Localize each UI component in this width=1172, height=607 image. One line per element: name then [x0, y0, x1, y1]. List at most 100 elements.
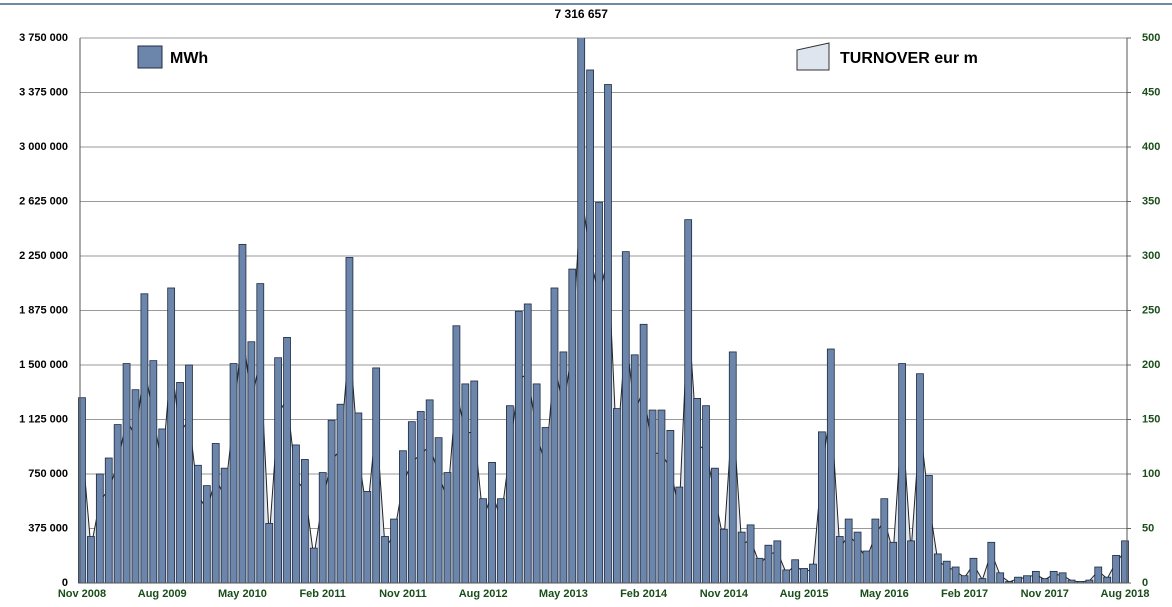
legend-label: TURNOVER eur m	[840, 50, 978, 67]
bar	[309, 547, 318, 584]
bar	[318, 472, 327, 584]
bar	[862, 550, 871, 584]
bar	[960, 575, 969, 584]
bar	[809, 563, 817, 584]
bar	[764, 544, 773, 584]
bar	[300, 459, 309, 584]
y-tick-label: 375 000	[28, 522, 68, 534]
bar	[1103, 576, 1112, 584]
bar	[996, 572, 1005, 584]
bar	[675, 486, 684, 584]
bar	[104, 457, 113, 584]
bar	[844, 518, 853, 584]
bar	[1040, 578, 1049, 584]
bar	[773, 540, 782, 584]
bar	[719, 528, 728, 584]
y2-tick-label: 300	[1142, 250, 1160, 262]
x-tick-label: Feb 2014	[620, 588, 668, 600]
bar	[612, 408, 621, 584]
bar	[131, 389, 140, 584]
bar	[506, 405, 514, 584]
bar	[791, 559, 800, 584]
bar	[292, 444, 300, 584]
bar	[514, 310, 523, 584]
bar	[835, 536, 844, 584]
x-tick-label: Nov 2008	[58, 588, 106, 600]
bar	[327, 419, 336, 584]
x-tick-label: Aug 2015	[780, 588, 829, 600]
bar	[470, 380, 479, 584]
bar	[176, 382, 184, 584]
y2-tick-label: 250	[1142, 304, 1160, 316]
bar	[336, 403, 345, 584]
bar	[737, 531, 746, 584]
bar	[711, 467, 719, 584]
bar	[826, 348, 835, 584]
bar	[416, 411, 425, 584]
bar	[95, 473, 104, 584]
y-tick-label: 1 125 000	[19, 413, 68, 425]
area-layer	[81, 190, 1126, 584]
bar	[87, 536, 95, 584]
bar	[595, 201, 603, 584]
bar	[220, 467, 229, 584]
bar	[390, 518, 398, 584]
bar	[907, 540, 915, 584]
y-tick-label: 1 500 000	[19, 359, 68, 371]
bar	[452, 325, 461, 584]
bar	[363, 491, 372, 584]
y-tick-label: 750 000	[28, 468, 68, 480]
bar	[1023, 575, 1031, 584]
y2-tick-label: 450	[1142, 86, 1160, 98]
bar	[577, 38, 586, 584]
bar	[639, 323, 648, 584]
x-tick-label: Nov 2017	[1021, 588, 1069, 600]
bar	[256, 283, 265, 584]
bar	[782, 569, 791, 584]
bar	[1031, 570, 1040, 584]
y2-tick-label: 50	[1142, 522, 1154, 534]
bar	[140, 293, 149, 584]
bar	[559, 351, 568, 584]
bar	[532, 383, 541, 584]
bar	[684, 219, 693, 584]
bar	[951, 566, 960, 584]
x-tick-label: Feb 2017	[941, 588, 988, 600]
bar	[621, 251, 630, 584]
bar	[372, 367, 381, 584]
bar	[399, 450, 407, 584]
y2-tick-label: 350	[1142, 195, 1160, 207]
bar	[702, 405, 710, 584]
bar	[274, 357, 282, 584]
bar	[1014, 576, 1022, 584]
bar	[523, 303, 532, 584]
bar	[586, 69, 595, 584]
x-tick-label: Nov 2011	[379, 588, 427, 600]
bar	[283, 336, 291, 584]
bar	[381, 536, 389, 584]
bar	[443, 472, 452, 584]
bar	[942, 560, 951, 584]
y-tick-label: 3 000 000	[19, 141, 68, 153]
bar	[425, 399, 434, 584]
bar	[247, 341, 256, 584]
bar	[898, 363, 907, 584]
bar	[925, 475, 933, 584]
x-tick-label: May 2013	[539, 588, 588, 600]
bar	[550, 287, 559, 584]
bar	[746, 524, 755, 584]
bar	[185, 364, 193, 584]
bar	[987, 541, 996, 584]
bar	[158, 428, 167, 584]
bar	[693, 398, 701, 584]
y-tick-label: 2 625 000	[19, 195, 68, 207]
bar	[1112, 554, 1120, 584]
bar	[657, 409, 666, 584]
legend-swatch	[796, 42, 830, 71]
y2-tick-label: 100	[1142, 468, 1160, 480]
x-tick-label: May 2016	[860, 588, 909, 600]
bar	[630, 354, 639, 584]
bar	[978, 578, 987, 584]
bar	[800, 568, 808, 584]
